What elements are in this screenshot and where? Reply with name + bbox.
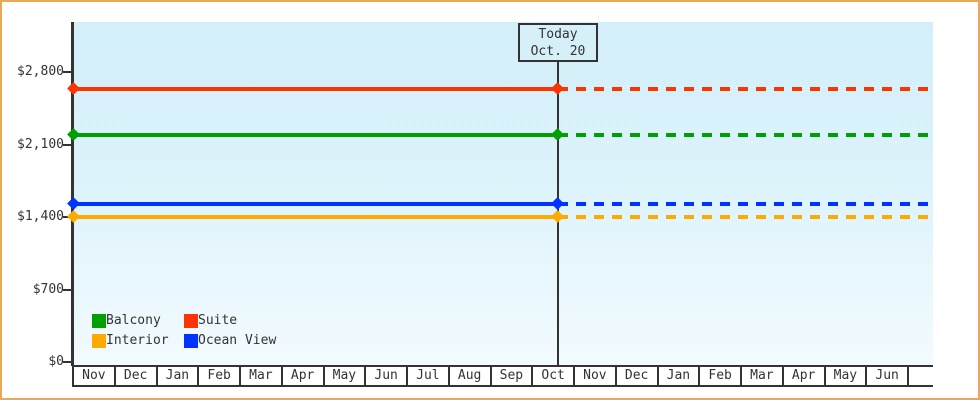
x-month-cell: Sep bbox=[492, 367, 534, 385]
x-month-cell: Jan bbox=[158, 367, 200, 385]
x-month-cell: Dec bbox=[617, 367, 659, 385]
legend-row: Interior Ocean View bbox=[92, 333, 276, 348]
y-tick-label: $700 bbox=[32, 281, 64, 297]
x-month-cell: Oct bbox=[533, 367, 575, 385]
y-tick-mark bbox=[63, 71, 71, 73]
today-annotation-box: Today Oct. 20 bbox=[518, 23, 598, 62]
x-month-cell: Mar bbox=[241, 367, 283, 385]
x-month-cell: Apr bbox=[283, 367, 325, 385]
x-month-cell: May bbox=[325, 367, 367, 385]
x-month-cell: Jun bbox=[366, 367, 408, 385]
legend-label: Suite bbox=[198, 313, 238, 328]
y-axis-line bbox=[71, 22, 74, 366]
x-empty-cell bbox=[909, 367, 933, 385]
plot-area bbox=[73, 22, 933, 365]
x-month-cell: Feb bbox=[700, 367, 742, 385]
series-projection-interior bbox=[558, 215, 933, 219]
series-projection-suite bbox=[558, 86, 933, 91]
y-tick-mark bbox=[63, 216, 71, 218]
legend-swatch-icon bbox=[92, 313, 106, 328]
legend-swatch-icon bbox=[184, 333, 198, 348]
x-month-cell: Mar bbox=[742, 367, 784, 385]
series-line-balcony bbox=[73, 133, 558, 138]
x-month-cell: Jun bbox=[867, 367, 909, 385]
legend-item-balcony: Balcony bbox=[92, 313, 184, 328]
x-month-cell: Nov bbox=[74, 367, 116, 385]
x-axis-month-band: Nov Dec Jan Feb Mar Apr May Jun Jul Aug Sep Oct Nov D… bbox=[72, 365, 933, 387]
series-projection-balcony bbox=[558, 133, 933, 138]
y-tick-mark bbox=[63, 361, 71, 363]
x-month-cell: Nov bbox=[575, 367, 617, 385]
series-projection-ocean-view bbox=[558, 201, 933, 206]
today-label: Today bbox=[538, 27, 578, 42]
legend-label: Interior bbox=[106, 333, 169, 348]
series-line-interior bbox=[73, 215, 558, 219]
legend-row: Balcony Suite bbox=[92, 313, 276, 328]
legend-item-interior: Interior bbox=[92, 333, 184, 348]
x-month-cell: Dec bbox=[116, 367, 158, 385]
x-month-cell: May bbox=[826, 367, 868, 385]
y-tick-label: $2,100 bbox=[17, 136, 64, 152]
x-month-cell: Apr bbox=[784, 367, 826, 385]
y-tick-label: $2,800 bbox=[17, 64, 64, 79]
y-tick-label: $1,400 bbox=[17, 209, 64, 224]
legend-label: Balcony bbox=[106, 313, 161, 328]
legend: Balcony Suite Interior Ocean View bbox=[92, 313, 276, 353]
y-tick-mark bbox=[63, 288, 71, 291]
today-date-label: Oct. 20 bbox=[530, 44, 586, 59]
y-tick-mark bbox=[63, 143, 71, 146]
x-month-cell: Aug bbox=[450, 367, 492, 385]
legend-item-suite: Suite bbox=[184, 313, 276, 328]
series-line-ocean-view bbox=[73, 201, 558, 206]
x-month-cell: Jul bbox=[408, 367, 450, 385]
legend-label: Ocean View bbox=[198, 333, 277, 348]
legend-swatch-icon bbox=[184, 313, 198, 328]
x-month-cell: Jan bbox=[659, 367, 701, 385]
series-line-suite bbox=[73, 86, 558, 91]
x-month-cell: Feb bbox=[199, 367, 241, 385]
legend-item-ocean-view: Ocean View bbox=[184, 333, 276, 348]
legend-swatch-icon bbox=[92, 333, 106, 348]
y-tick-label: $0 bbox=[48, 354, 64, 369]
